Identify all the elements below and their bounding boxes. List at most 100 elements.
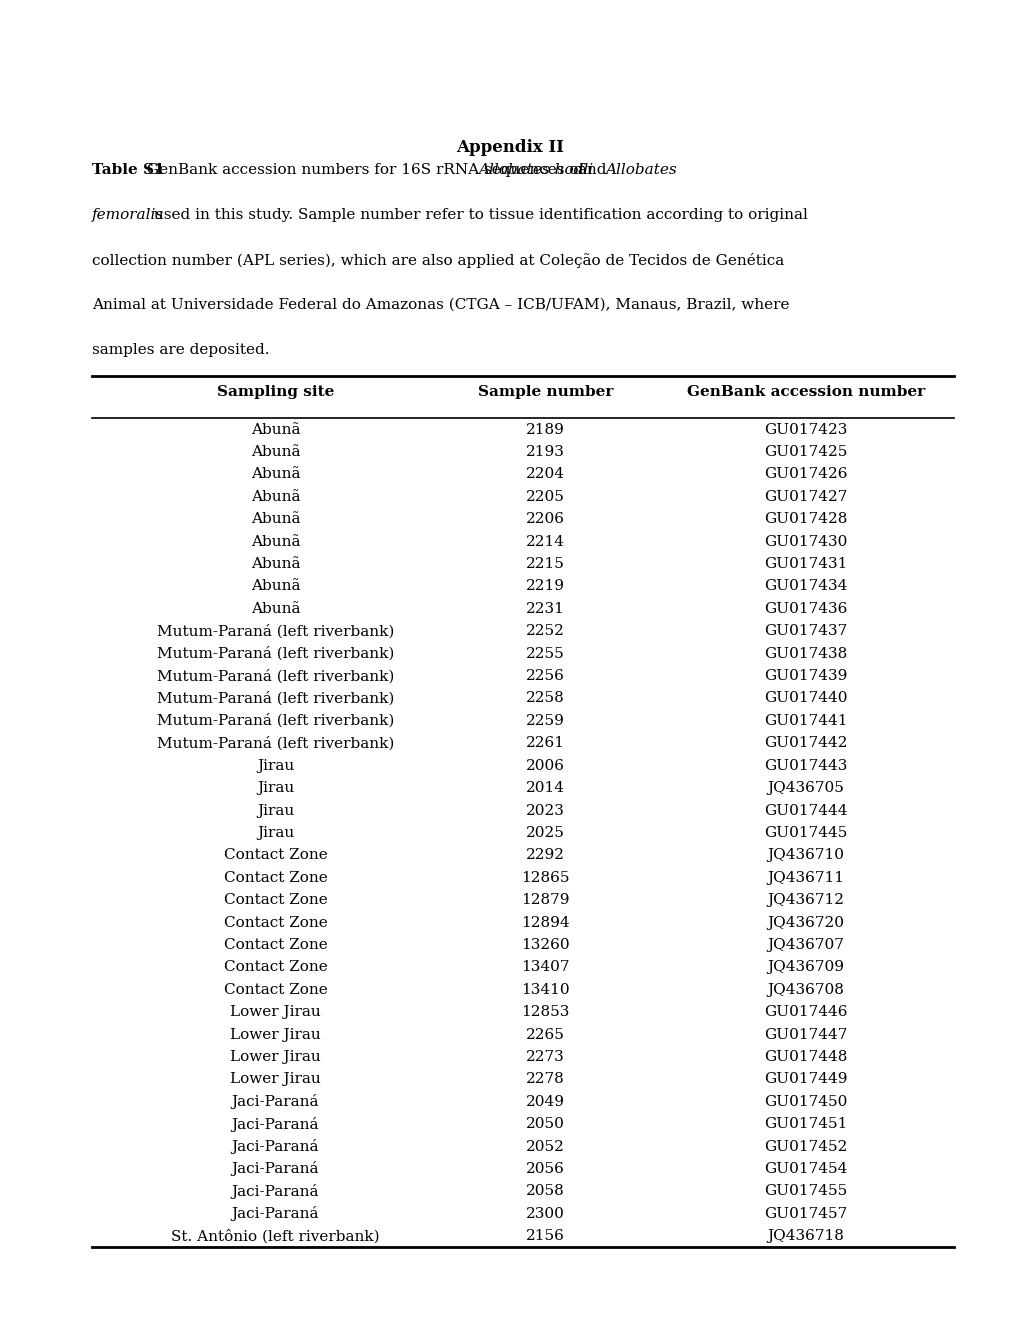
Text: GU017457: GU017457 — [763, 1206, 847, 1221]
Text: 2259: 2259 — [526, 714, 565, 727]
Text: GU017440: GU017440 — [763, 692, 847, 705]
Text: 12879: 12879 — [521, 894, 570, 907]
Text: GU017442: GU017442 — [763, 737, 847, 750]
Text: 2025: 2025 — [526, 826, 565, 840]
Text: Jaci-Paraná: Jaci-Paraná — [231, 1117, 319, 1131]
Text: St. Antônio (left riverbank): St. Antônio (left riverbank) — [171, 1229, 379, 1243]
Text: GU017438: GU017438 — [763, 647, 847, 661]
Text: 2056: 2056 — [526, 1162, 565, 1176]
Text: 13260: 13260 — [521, 939, 570, 952]
Text: Abunã: Abunã — [251, 512, 300, 527]
Text: Contact Zone: Contact Zone — [223, 939, 327, 952]
Text: 2231: 2231 — [526, 602, 565, 616]
Text: Table S1: Table S1 — [92, 164, 164, 177]
Text: Mutum-Paraná (left riverbank): Mutum-Paraná (left riverbank) — [157, 737, 393, 751]
Text: Mutum-Paraná (left riverbank): Mutum-Paraná (left riverbank) — [157, 624, 393, 639]
Text: 2300: 2300 — [526, 1206, 565, 1221]
Text: Abunã: Abunã — [251, 535, 300, 549]
Text: JQ436709: JQ436709 — [766, 961, 844, 974]
Text: Jirau: Jirau — [257, 759, 293, 772]
Text: GU017447: GU017447 — [763, 1027, 847, 1041]
Text: GenBank accession number: GenBank accession number — [686, 385, 924, 400]
Text: 2204: 2204 — [526, 467, 565, 482]
Text: 2261: 2261 — [526, 737, 565, 750]
Text: GU017426: GU017426 — [763, 467, 847, 482]
Text: GU017439: GU017439 — [763, 669, 847, 682]
Text: 2189: 2189 — [526, 422, 565, 437]
Text: GenBank accession numbers for 16S rRNA sequences of: GenBank accession numbers for 16S rRNA s… — [143, 164, 589, 177]
Text: JQ436708: JQ436708 — [766, 983, 844, 997]
Text: 2023: 2023 — [526, 804, 565, 817]
Text: GU017449: GU017449 — [763, 1072, 847, 1086]
Text: Appendix II: Appendix II — [455, 139, 564, 156]
Text: JQ436718: JQ436718 — [766, 1229, 844, 1243]
Text: GU017437: GU017437 — [763, 624, 847, 639]
Text: GU017451: GU017451 — [763, 1117, 847, 1131]
Text: 2205: 2205 — [526, 490, 565, 504]
Text: Contact Zone: Contact Zone — [223, 894, 327, 907]
Text: Contact Zone: Contact Zone — [223, 871, 327, 884]
Text: JQ436705: JQ436705 — [766, 781, 844, 795]
Text: used in this study. Sample number refer to tissue identification according to or: used in this study. Sample number refer … — [149, 209, 807, 222]
Text: Lower Jirau: Lower Jirau — [230, 1072, 320, 1086]
Text: 2292: 2292 — [526, 849, 565, 862]
Text: 2258: 2258 — [526, 692, 565, 705]
Text: GU017430: GU017430 — [763, 535, 847, 549]
Text: collection number (APL series), which are also applied at Coleção de Tecidos de : collection number (APL series), which ar… — [92, 253, 784, 268]
Text: Abunã: Abunã — [251, 490, 300, 504]
Text: Abunã: Abunã — [251, 602, 300, 616]
Text: GU017431: GU017431 — [763, 557, 847, 572]
Text: JQ436720: JQ436720 — [766, 916, 844, 929]
Text: and: and — [573, 164, 611, 177]
Text: 13410: 13410 — [521, 983, 570, 997]
Text: Jirau: Jirau — [257, 804, 293, 817]
Text: GU017445: GU017445 — [763, 826, 847, 840]
Text: Mutum-Paraná (left riverbank): Mutum-Paraná (left riverbank) — [157, 647, 393, 661]
Text: Abunã: Abunã — [251, 557, 300, 572]
Text: GU017455: GU017455 — [763, 1184, 847, 1199]
Text: 12865: 12865 — [521, 871, 570, 884]
Text: GU017441: GU017441 — [763, 714, 847, 727]
Text: GU017443: GU017443 — [763, 759, 847, 772]
Text: 2273: 2273 — [526, 1049, 565, 1064]
Text: Jaci-Paraná: Jaci-Paraná — [231, 1162, 319, 1176]
Text: Lower Jirau: Lower Jirau — [230, 1005, 320, 1019]
Text: Lower Jirau: Lower Jirau — [230, 1027, 320, 1041]
Text: femoralis: femoralis — [92, 209, 164, 222]
Text: Abunã: Abunã — [251, 579, 300, 594]
Text: Jaci-Paraná: Jaci-Paraná — [231, 1094, 319, 1109]
Text: JQ436710: JQ436710 — [766, 849, 844, 862]
Text: GU017434: GU017434 — [763, 579, 847, 594]
Text: Mutum-Paraná (left riverbank): Mutum-Paraná (left riverbank) — [157, 714, 393, 729]
Text: Jirau: Jirau — [257, 781, 293, 795]
Text: Contact Zone: Contact Zone — [223, 961, 327, 974]
Text: 13407: 13407 — [521, 961, 570, 974]
Text: 2278: 2278 — [526, 1072, 565, 1086]
Text: GU017450: GU017450 — [763, 1094, 847, 1109]
Text: 2214: 2214 — [526, 535, 565, 549]
Text: Allobates hodli: Allobates hodli — [478, 164, 593, 177]
Text: 2050: 2050 — [526, 1117, 565, 1131]
Text: 2215: 2215 — [526, 557, 565, 572]
Text: Sampling site: Sampling site — [216, 385, 334, 400]
Text: Jirau: Jirau — [257, 826, 293, 840]
Text: Jaci-Paraná: Jaci-Paraná — [231, 1206, 319, 1221]
Text: 2256: 2256 — [526, 669, 565, 682]
Text: 2206: 2206 — [526, 512, 565, 527]
Text: GU017425: GU017425 — [763, 445, 847, 459]
Text: Abunã: Abunã — [251, 422, 300, 437]
Text: JQ436707: JQ436707 — [766, 939, 844, 952]
Text: 2193: 2193 — [526, 445, 565, 459]
Text: Mutum-Paraná (left riverbank): Mutum-Paraná (left riverbank) — [157, 669, 393, 684]
Text: 2006: 2006 — [526, 759, 565, 772]
Text: 2219: 2219 — [526, 579, 565, 594]
Text: Abunã: Abunã — [251, 467, 300, 482]
Text: GU017444: GU017444 — [763, 804, 847, 817]
Text: Animal at Universidade Federal do Amazonas (CTGA – ICB/UFAM), Manaus, Brazil, wh: Animal at Universidade Federal do Amazon… — [92, 298, 789, 312]
Text: 2052: 2052 — [526, 1139, 565, 1154]
Text: Contact Zone: Contact Zone — [223, 983, 327, 997]
Text: 2049: 2049 — [526, 1094, 565, 1109]
Text: Allobates: Allobates — [604, 164, 676, 177]
Text: JQ436711: JQ436711 — [766, 871, 844, 884]
Text: Jaci-Paraná: Jaci-Paraná — [231, 1139, 319, 1154]
